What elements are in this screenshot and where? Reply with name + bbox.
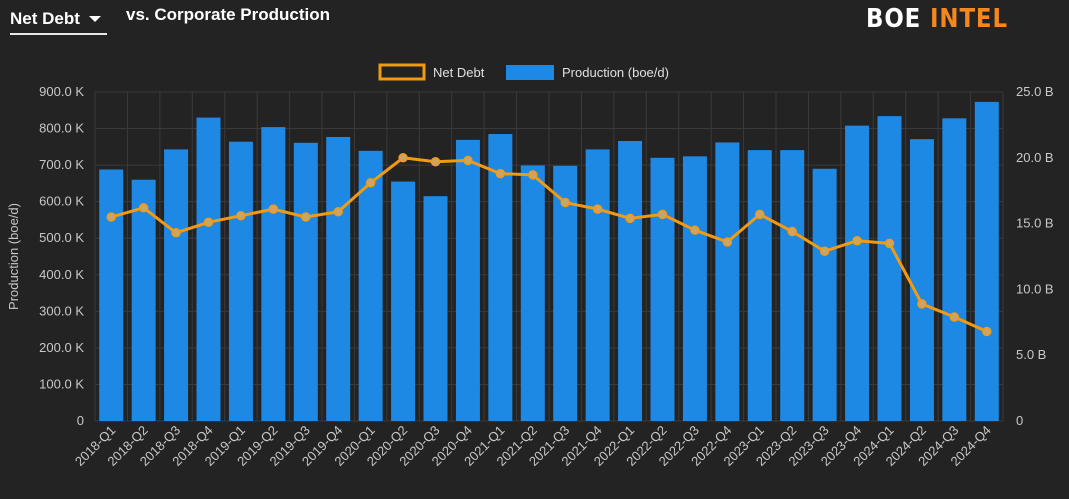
production-bar[interactable] <box>812 168 837 421</box>
net-debt-point[interactable] <box>203 217 214 228</box>
chart-header: Net Debt vs. Corporate Production BOE IN… <box>0 0 1069 40</box>
left-axis-tick-label: 300.0 K <box>39 303 84 318</box>
legend-label-net-debt: Net Debt <box>433 65 485 80</box>
brand-logo: BOE INTEL <box>866 4 1008 34</box>
production-bar[interactable] <box>358 150 383 422</box>
legend-item-production[interactable]: Production (boe/d) <box>506 65 669 80</box>
right-axis-tick-label: 20.0 B <box>1016 150 1054 165</box>
net-debt-point[interactable] <box>690 225 700 235</box>
net-debt-point[interactable] <box>365 178 376 188</box>
net-debt-point[interactable] <box>430 156 441 167</box>
production-bar[interactable] <box>196 117 221 421</box>
net-debt-point[interactable] <box>819 246 830 256</box>
production-bar[interactable] <box>585 149 610 421</box>
net-debt-point[interactable] <box>138 203 149 213</box>
net-debt-point[interactable] <box>884 238 895 249</box>
legend-swatch-production <box>506 65 554 80</box>
brand-logo-part1: BOE <box>866 4 922 34</box>
left-axis-tick-label: 900.0 K <box>39 84 84 99</box>
chart-legend: Net Debt Production (boe/d) <box>378 63 669 81</box>
left-axis-title: Production (boe/d) <box>6 203 21 310</box>
production-bar[interactable] <box>682 156 707 421</box>
production-bar[interactable] <box>845 125 870 422</box>
left-axis-tick-label: 800.0 K <box>39 121 84 136</box>
production-bar[interactable] <box>618 140 643 421</box>
net-debt-point[interactable] <box>301 212 311 222</box>
net-debt-point[interactable] <box>657 209 668 220</box>
production-bar[interactable] <box>99 169 124 421</box>
net-debt-point[interactable] <box>982 326 992 337</box>
net-debt-point[interactable] <box>917 299 927 309</box>
net-debt-point[interactable] <box>236 210 246 221</box>
right-axis-tick-label: 10.0 B <box>1016 281 1054 296</box>
brand-logo-part2: INTEL <box>930 4 1008 34</box>
right-axis-tick-label: 5.0 B <box>1016 347 1046 362</box>
production-bar[interactable] <box>228 141 253 421</box>
net-debt-point[interactable] <box>592 204 603 214</box>
legend-swatch-net-debt <box>378 63 426 81</box>
production-bar[interactable] <box>326 136 351 422</box>
right-axis-tick-label: 25.0 B <box>1016 84 1054 99</box>
left-axis-tick-label: 400.0 K <box>39 267 84 282</box>
production-bar[interactable] <box>974 101 999 421</box>
production-bar[interactable] <box>131 179 156 421</box>
combo-chart: 0 100.0 K 200.0 K 300.0 K 400.0 K 500.0 K 600.… <box>6 63 1054 469</box>
net-debt-point[interactable] <box>495 168 506 179</box>
net-debt-point[interactable] <box>722 237 733 247</box>
production-bar[interactable] <box>293 142 318 421</box>
production-bar[interactable] <box>520 165 545 421</box>
left-axis-tick-label: 600.0 K <box>39 194 84 209</box>
chart-subtitle: vs. Corporate Production <box>126 5 331 24</box>
production-bar[interactable] <box>164 149 189 421</box>
net-debt-point[interactable] <box>268 204 279 214</box>
legend-label-production: Production (boe/d) <box>562 65 669 80</box>
net-debt-point[interactable] <box>852 235 862 246</box>
net-debt-point[interactable] <box>560 197 570 208</box>
production-bar[interactable] <box>455 139 480 421</box>
production-bar[interactable] <box>877 116 902 422</box>
caret-down-icon <box>88 16 101 22</box>
right-axis-tick-label: 0 <box>1016 413 1023 428</box>
net-debt-point[interactable] <box>333 207 343 217</box>
net-debt-point[interactable] <box>171 228 181 238</box>
production-bar[interactable] <box>650 157 675 422</box>
right-axis-tick-label: 15.0 B <box>1016 216 1054 231</box>
production-bar[interactable] <box>488 134 513 421</box>
metric-select-label: Net Debt <box>10 9 80 28</box>
left-axis-tick-label: 0 <box>77 413 84 428</box>
left-axis-tick-label: 200.0 K <box>39 340 84 355</box>
net-debt-point[interactable] <box>528 170 538 180</box>
production-bar[interactable] <box>780 150 805 421</box>
production-bar[interactable] <box>261 127 286 422</box>
production-bar[interactable] <box>553 165 578 421</box>
net-debt-point[interactable] <box>106 212 116 222</box>
net-debt-point[interactable] <box>755 209 765 220</box>
left-axis-tick-label: 100.0 K <box>39 376 84 391</box>
net-debt-point[interactable] <box>949 312 960 322</box>
net-debt-point[interactable] <box>625 213 635 224</box>
production-bar[interactable] <box>909 139 934 421</box>
net-debt-point[interactable] <box>463 155 473 166</box>
net-debt-point[interactable] <box>787 226 797 237</box>
left-axis-tick-label: 700.0 K <box>39 157 84 172</box>
left-axis-tick-label: 500.0 K <box>39 230 84 245</box>
production-bar[interactable] <box>391 181 416 421</box>
production-bar[interactable] <box>942 118 967 421</box>
net-debt-line <box>110 156 988 333</box>
production-bar[interactable] <box>747 150 772 421</box>
metric-select-dropdown[interactable]: Net Debt <box>10 5 107 35</box>
production-bar[interactable] <box>715 142 740 421</box>
production-bar[interactable] <box>423 196 448 421</box>
net-debt-point[interactable] <box>398 153 408 163</box>
legend-item-net-debt[interactable]: Net Debt <box>378 63 485 81</box>
